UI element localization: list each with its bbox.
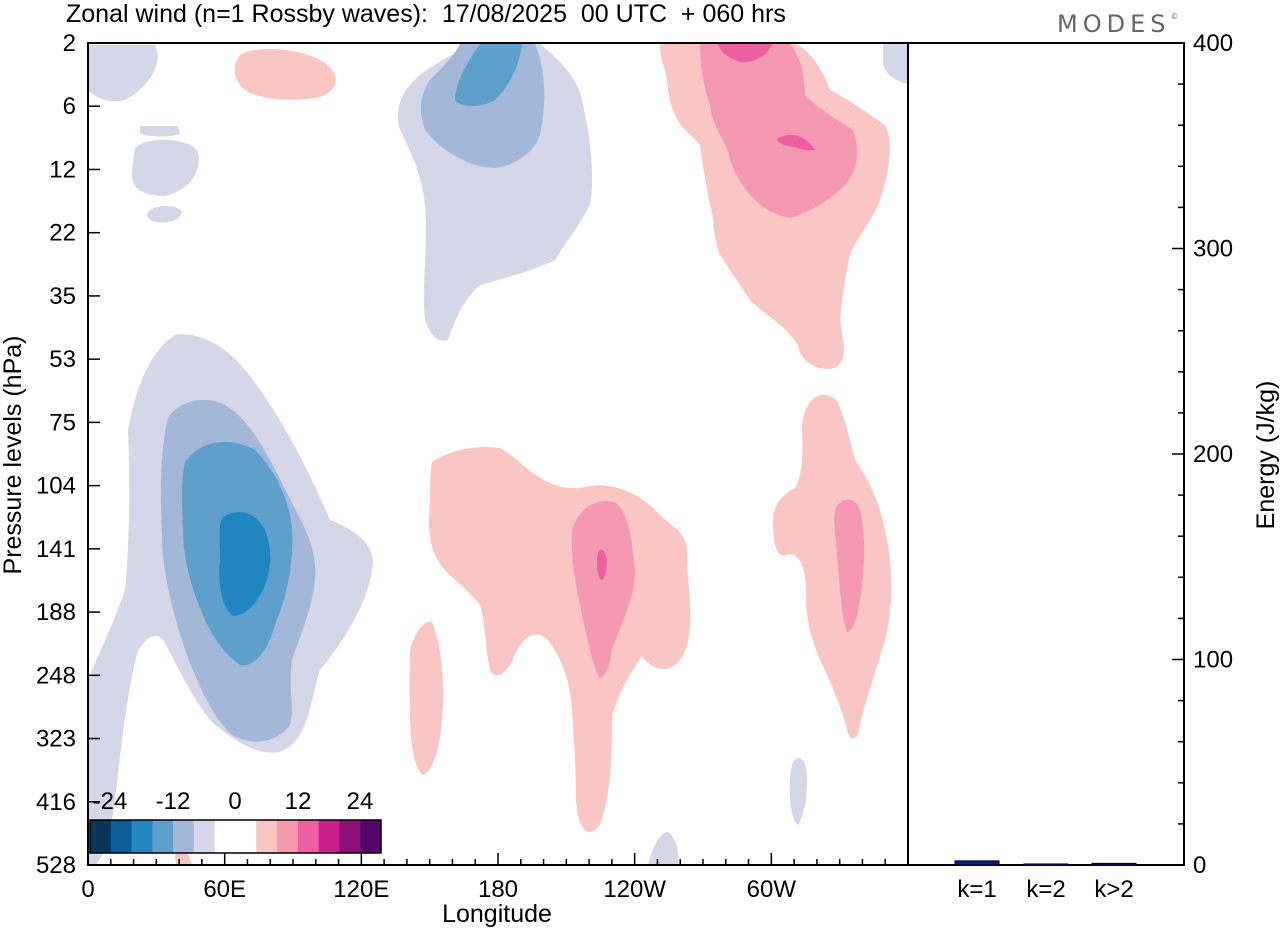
contour-region [420, 44, 545, 168]
x-axis-label: Longitude [442, 900, 552, 928]
energy-tick-label: 400 [1193, 30, 1233, 57]
contour-region [140, 126, 180, 137]
contour-pos8 [571, 44, 865, 678]
colorbar-swatch [173, 820, 195, 853]
x-tick-label: 180 [478, 876, 518, 903]
colorbar-label: 24 [347, 788, 374, 815]
colorbar-swatch [235, 820, 257, 853]
colorbar [89, 819, 382, 854]
energy-bar [1023, 863, 1069, 866]
colorbar-swatch [152, 820, 174, 853]
contour-region [428, 447, 691, 832]
colorbar-swatch [297, 820, 320, 853]
y-tick-label: 2 [63, 30, 76, 57]
energy-axis-label: Energy (J/kg) [1252, 381, 1280, 530]
energy-bar-label: k=1 [957, 876, 996, 903]
y-tick-label: 528 [36, 852, 76, 879]
y-tick-label: 141 [36, 536, 76, 563]
colorbar-swatch [193, 820, 216, 853]
energy-bar [954, 860, 1000, 866]
contour-region [571, 501, 635, 678]
colorbar-label: -12 [156, 788, 191, 815]
y-tick-label: 35 [49, 283, 76, 310]
contour-region [88, 45, 158, 102]
energy-tick-label: 200 [1193, 441, 1233, 468]
y-tick-label: 75 [49, 409, 76, 436]
colorbar-swatch [110, 820, 133, 853]
contour-region [882, 44, 908, 84]
energy-bar-label: k>2 [1094, 876, 1133, 903]
y-tick-label: 53 [49, 346, 76, 373]
y-tick-label: 248 [36, 662, 76, 689]
colorbar-label: 0 [228, 788, 241, 815]
contour-region [234, 48, 336, 100]
colorbar-swatch [277, 820, 299, 853]
contour-region [700, 44, 857, 218]
x-tick-label: 120E [333, 876, 389, 903]
energy-tick-label: 100 [1193, 647, 1233, 674]
contour-region [718, 44, 772, 63]
contour-region [597, 549, 607, 580]
colorbar-swatch [339, 820, 361, 853]
contour-region [834, 499, 865, 632]
y-axis-label: Pressure levels (hPa) [0, 336, 27, 575]
x-tick-label: 120W [603, 876, 666, 903]
x-tick-label: 0 [81, 876, 94, 903]
y-tick-label: 104 [36, 473, 76, 500]
contour-neg16 [219, 512, 271, 616]
contour-region [219, 512, 271, 616]
energy-panel-frame [907, 42, 1185, 866]
contour-region [789, 757, 808, 825]
contour-region [409, 621, 444, 775]
energy-bar [1091, 862, 1137, 866]
contour-region [131, 139, 199, 196]
energy-tick-label: 300 [1193, 236, 1233, 263]
contour-region [455, 44, 522, 106]
chart-title: Zonal wind (n=1 Rossby waves): 17/08/202… [66, 0, 786, 28]
contour-region [147, 206, 182, 223]
colorbar-swatch [360, 820, 382, 853]
colorbar-frame [89, 819, 382, 854]
y-tick-label: 323 [36, 726, 76, 753]
y-tick-label: 22 [49, 220, 76, 247]
x-axis: 0 60E 120E 180 120W 60W [81, 853, 909, 903]
colorbar-swatch [131, 820, 153, 853]
modes-logo: MODES© [1057, 10, 1178, 38]
y-axis: 2 6 12 22 35 53 75 104 141 188 248 323 416 528 [36, 30, 100, 879]
contour-region [777, 134, 815, 151]
colorbar-labels: -24 -12 0 12 24 [93, 788, 374, 815]
contour-pos12 [597, 44, 815, 580]
energy-tick-label: 0 [1193, 852, 1206, 879]
colorbar-swatch [256, 820, 278, 853]
energy-bars: k=1 k=2 k>2 [954, 860, 1137, 903]
contour-region [648, 832, 679, 865]
y-tick-label: 416 [36, 789, 76, 816]
energy-bar-label: k=2 [1026, 876, 1065, 903]
energy-axis: 0 100 200 300 400 [1172, 30, 1233, 879]
copyright-icon: © [1170, 12, 1179, 21]
wind-contours [88, 44, 908, 865]
x-tick-label: 60E [203, 876, 246, 903]
y-tick-label: 6 [63, 93, 76, 120]
logo-text: MODES [1057, 10, 1171, 38]
y-tick-label: 188 [36, 599, 76, 626]
colorbar-label: 12 [285, 788, 312, 815]
colorbar-swatch [214, 820, 236, 853]
x-tick-label: 60W [747, 876, 797, 903]
colorbar-swatch [90, 820, 112, 853]
contour-region [773, 394, 892, 739]
contour-region [175, 852, 192, 865]
y-tick-label: 12 [49, 156, 76, 183]
colorbar-swatch [318, 820, 340, 853]
